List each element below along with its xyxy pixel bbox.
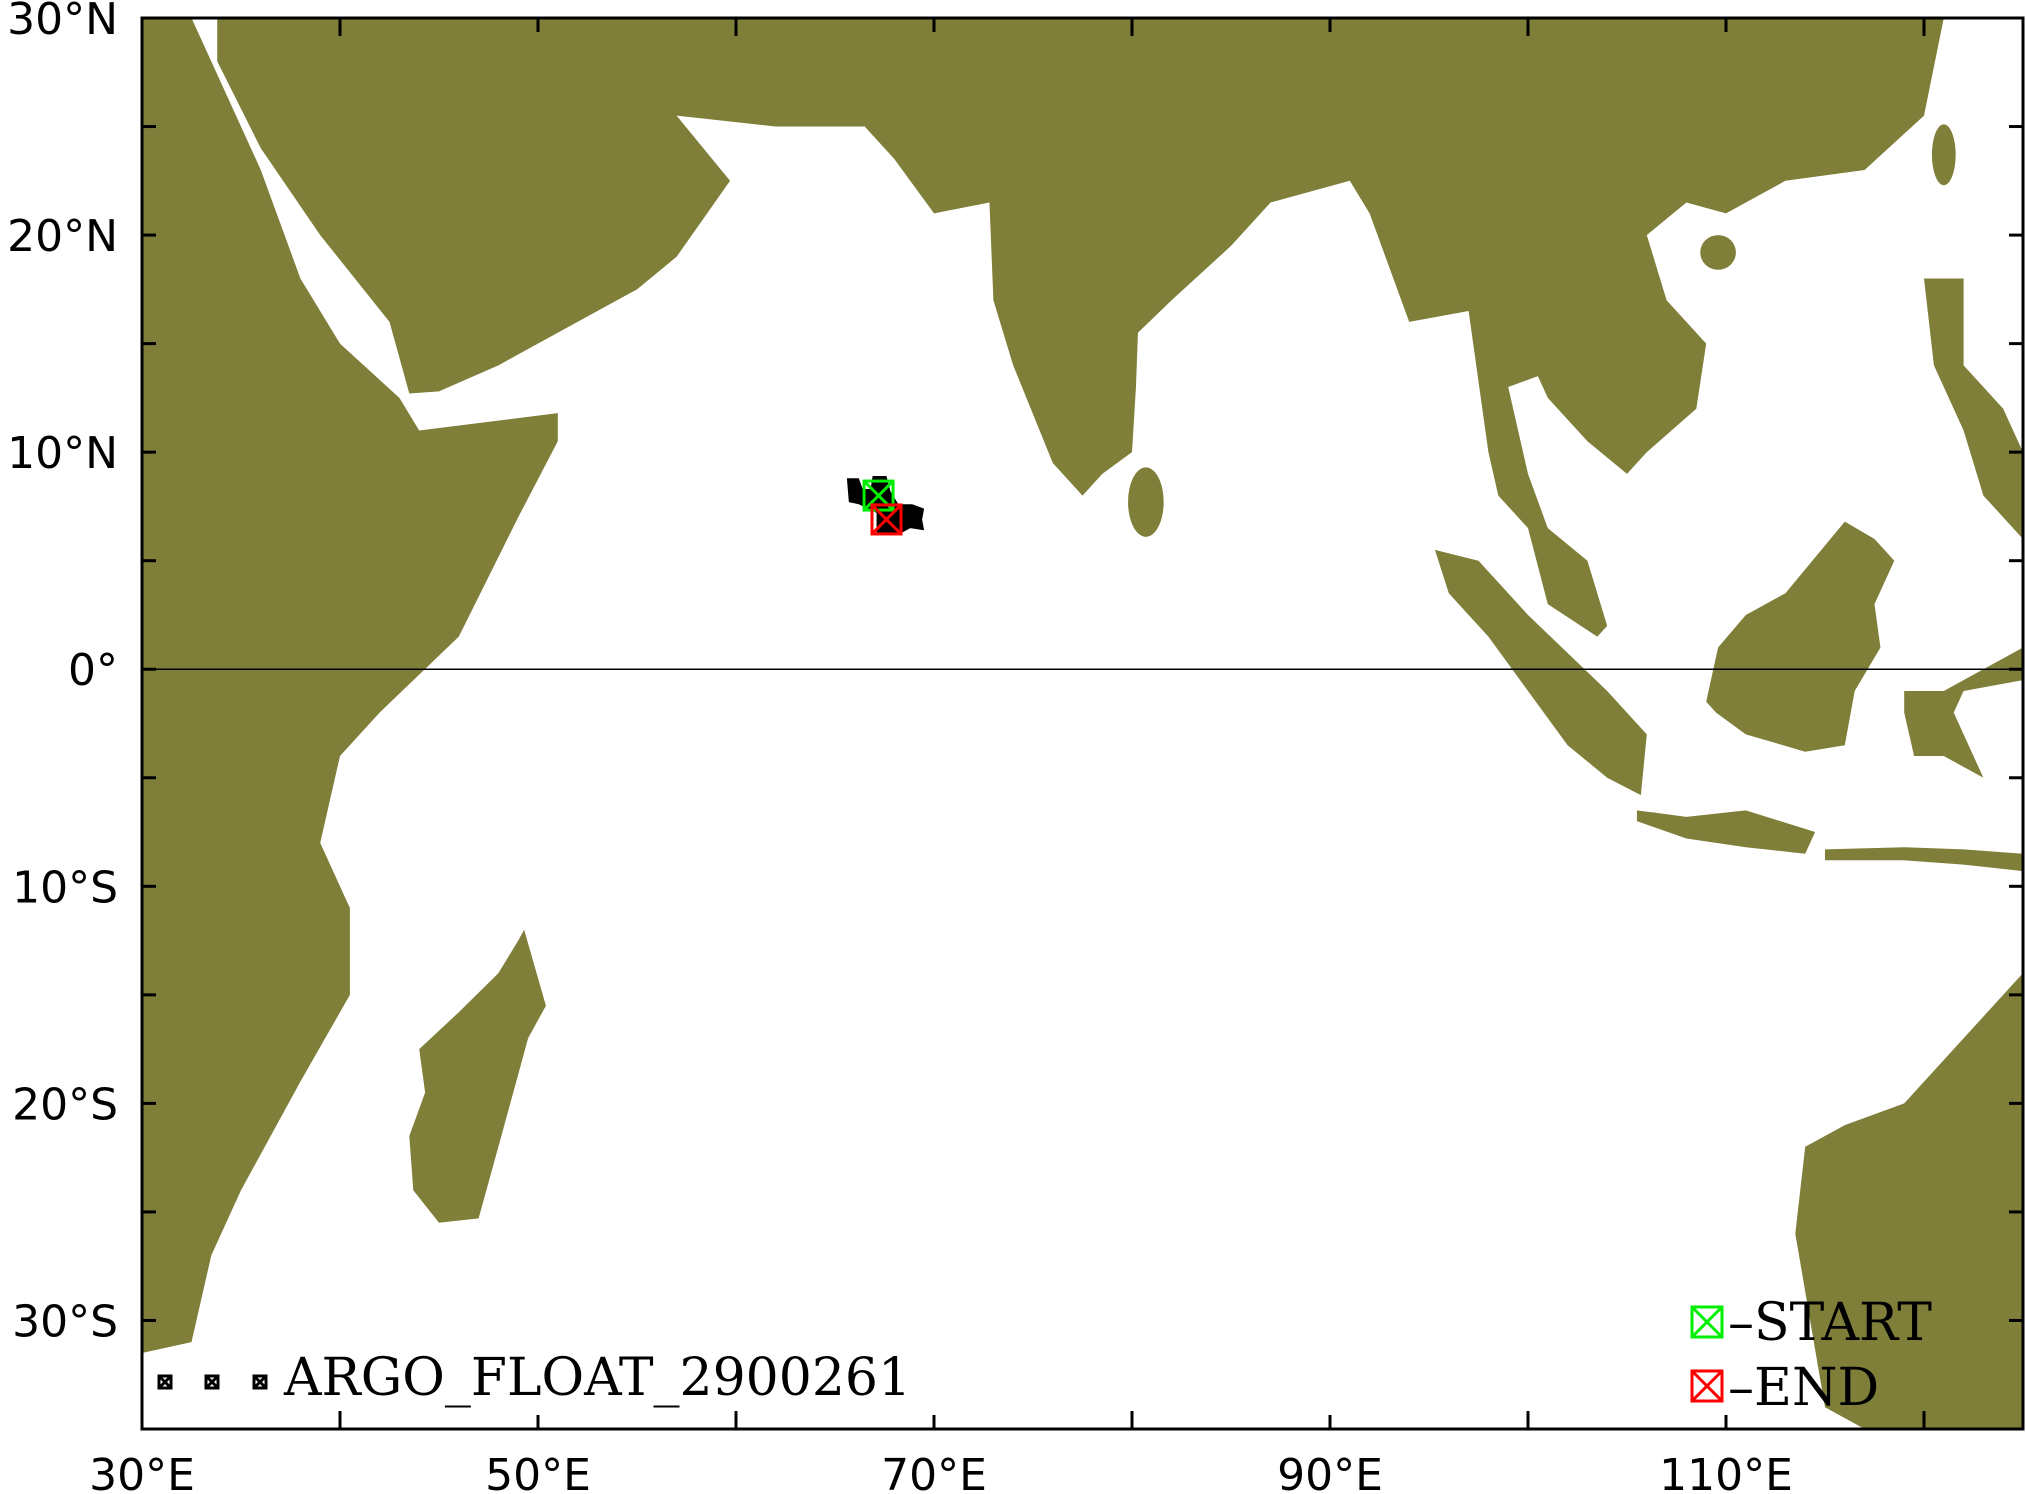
land-sumatra: [1434, 549, 1647, 796]
legend-start: –START: [1690, 1293, 1932, 1353]
y-tick-label: 10°S: [12, 862, 118, 913]
y-tick-label: 20°N: [7, 211, 118, 262]
land-africa: [142, 18, 558, 1354]
crossed-square-icon: [204, 1374, 220, 1390]
axis-labels: 30°E 50°E 70°E 90°E 110°E 30°N 20°N 10°N 0° 10°S 2…: [7, 0, 1793, 1494]
land-philippines: [1924, 278, 2023, 539]
land-madagascar: [409, 929, 546, 1223]
land-sulawesi: [1904, 647, 2023, 778]
crossed-square-icon: [1690, 1369, 1724, 1403]
x-tick-label: 50°E: [485, 1450, 591, 1494]
crossed-square-icon: [157, 1374, 173, 1390]
y-tick-label: 10°N: [7, 428, 118, 479]
end-marker-icon: [870, 503, 903, 536]
start-marker-icon: [1690, 1305, 1724, 1339]
land-asia: [217, 18, 1944, 637]
legend-track: ARGO_FLOAT_2900261: [157, 1348, 911, 1408]
end-marker-icon: [1690, 1369, 1724, 1403]
axis-ticks: [140, 16, 2023, 1431]
land: [142, 18, 2023, 1429]
land-lesser-sunda: [1825, 847, 2023, 872]
legend-end: –END: [1690, 1358, 1879, 1418]
x-tick-label: 110°E: [1659, 1450, 1793, 1494]
track-markers: [862, 479, 903, 536]
x-tick-label: 70°E: [881, 1450, 987, 1494]
land-taiwan: [1931, 124, 1956, 186]
land-hainan: [1700, 235, 1736, 270]
y-tick-label: 30°N: [7, 0, 118, 45]
x-tick-label: 30°E: [89, 1450, 195, 1494]
land-borneo: [1706, 521, 1895, 752]
legend-end-label: –END: [1728, 1358, 1879, 1418]
land-australia: [1795, 973, 2023, 1429]
plot-frame: [140, 16, 2025, 1431]
y-tick-label: 20°S: [12, 1079, 118, 1130]
land-sri-lanka: [1128, 467, 1164, 537]
y-tick-label: 0°: [68, 645, 118, 696]
legend-start-label: –START: [1728, 1293, 1932, 1353]
crossed-square-icon: [1690, 1305, 1724, 1339]
legend-track-label: ARGO_FLOAT_2900261: [283, 1348, 911, 1408]
crossed-square-icon: [157, 1374, 268, 1390]
x-tick-label: 90°E: [1277, 1450, 1383, 1494]
plot-area: [142, 18, 2023, 1429]
crossed-square-icon: [252, 1374, 268, 1390]
land-java: [1636, 810, 1816, 854]
y-tick-label: 30°S: [12, 1296, 118, 1347]
map-canvas: [142, 18, 2023, 1429]
